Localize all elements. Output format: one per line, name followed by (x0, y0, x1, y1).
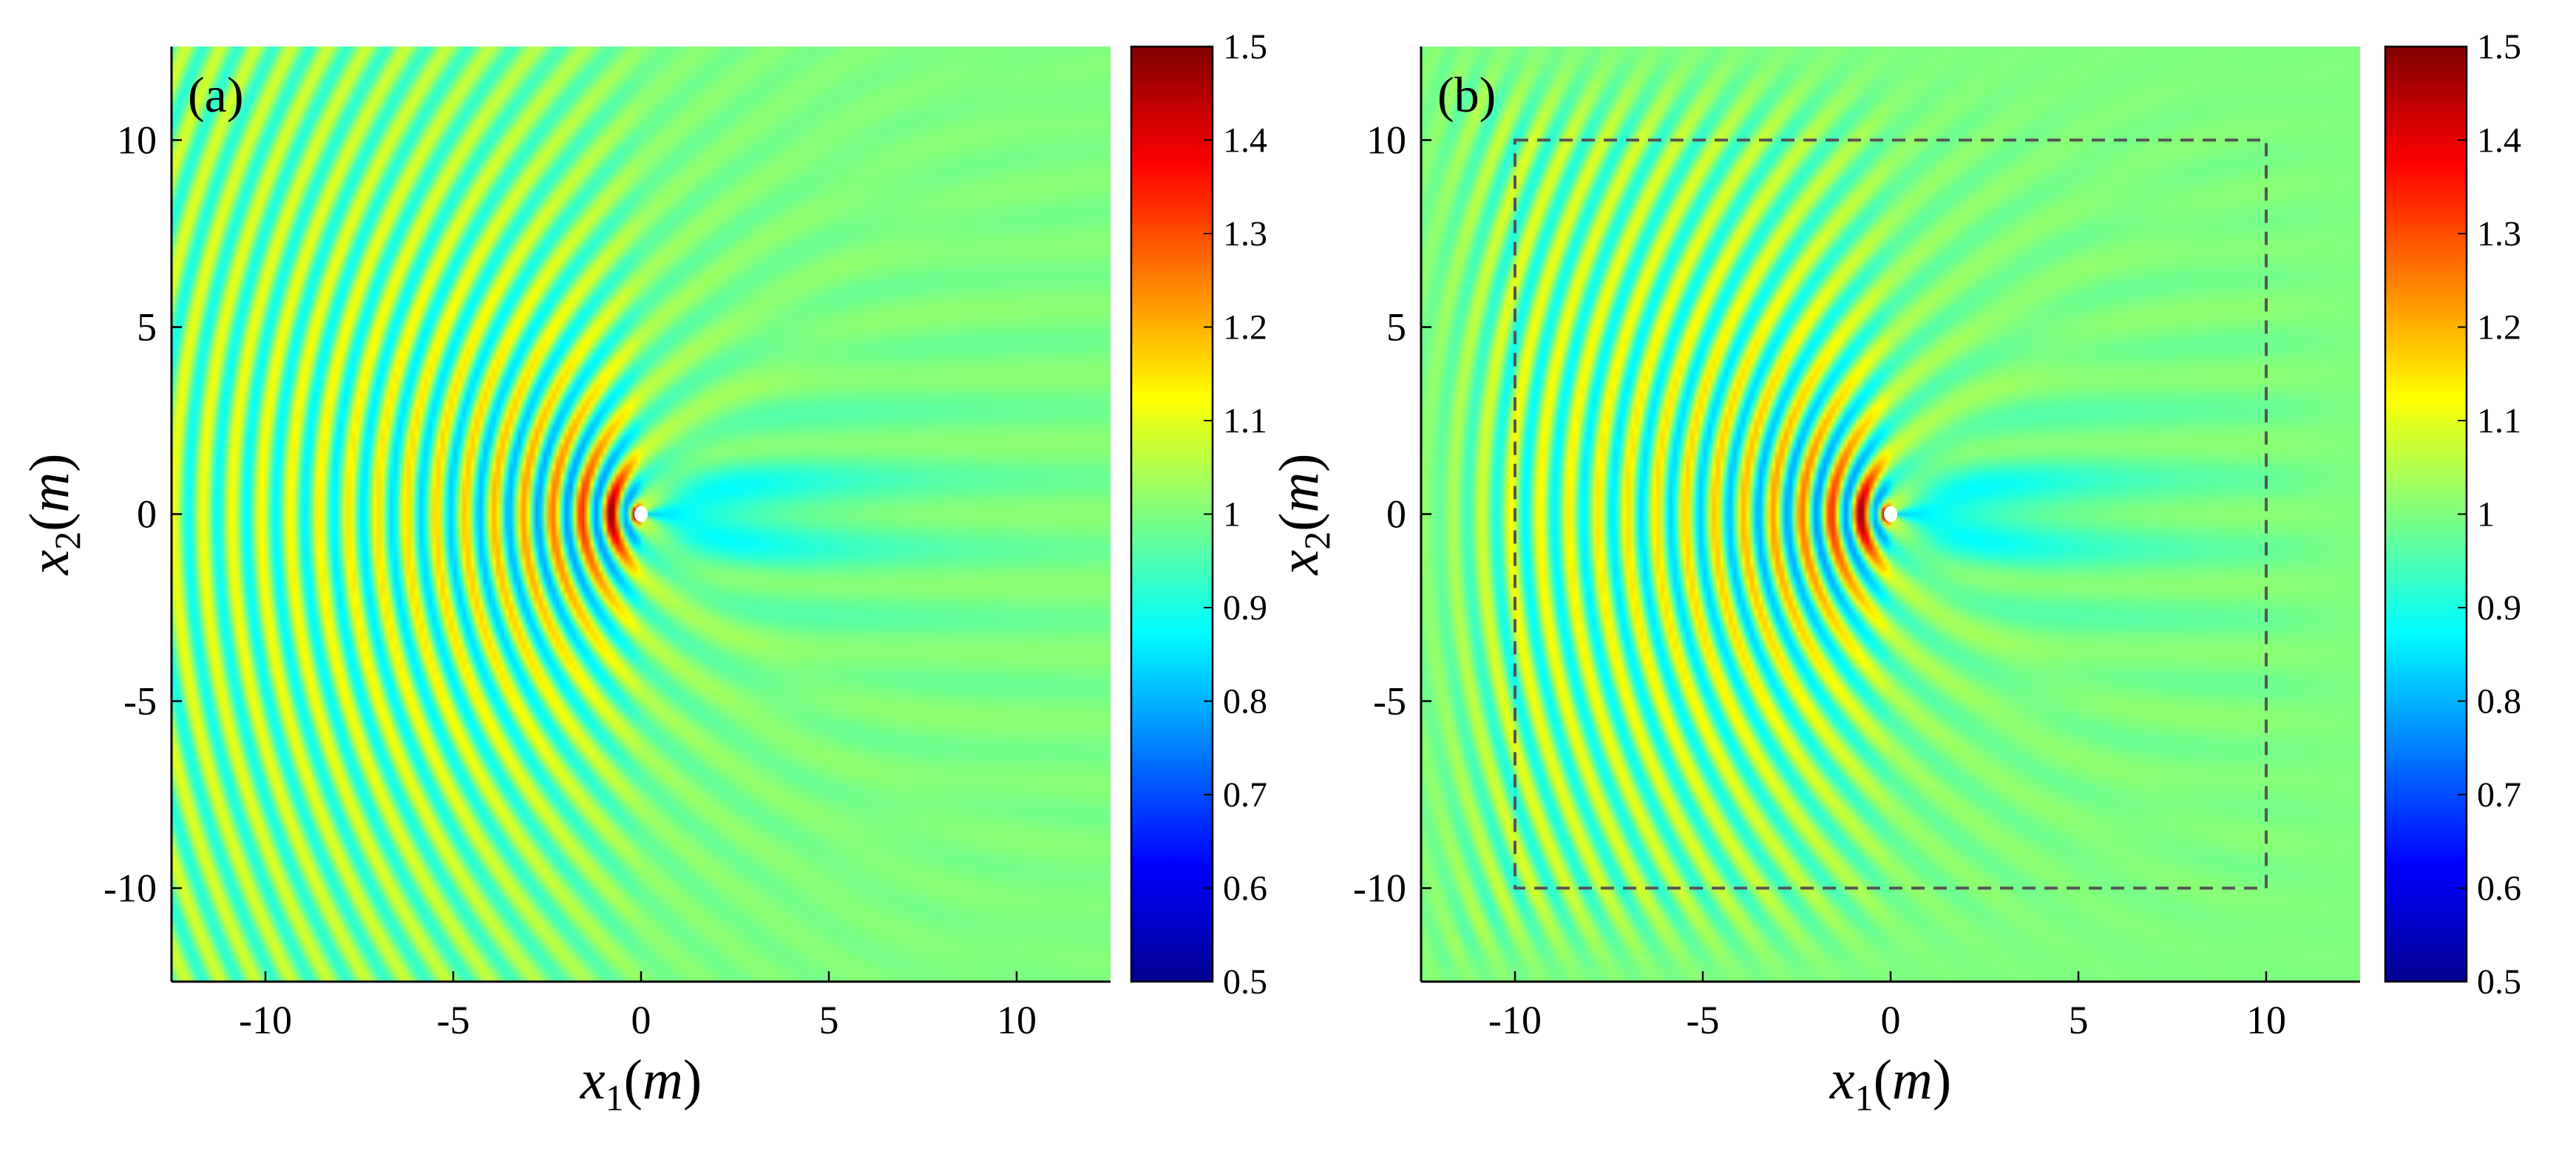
y-axis-label: x2(m) (18, 453, 88, 575)
x-tick-label: 5 (819, 998, 839, 1042)
x-tick-label: -10 (239, 998, 292, 1042)
x-tick-label: 10 (997, 998, 1037, 1042)
colorbar-tick-label: 1.2 (1223, 308, 1267, 347)
obstacle-marker (634, 506, 648, 523)
panel-label: (b) (1437, 67, 1496, 123)
colorbar-tick-label: 0.8 (2477, 682, 2521, 721)
colorbar-tick-label: 1.4 (1223, 121, 1267, 160)
y-tick-label: -10 (1353, 866, 1406, 911)
x-tick-label: -5 (437, 998, 470, 1042)
colorbar-tick-label: 1.3 (1223, 214, 1267, 254)
colorbar-tick-label: 1 (1223, 495, 1241, 534)
panel-label: (a) (188, 67, 243, 123)
colorbar-tick-label: 0.6 (2477, 869, 2521, 908)
y-tick-label: 5 (1386, 305, 1406, 350)
colorbar-tick-label: 1.4 (2477, 121, 2521, 160)
colorbar (2384, 45, 2468, 983)
x-tick-label: 0 (631, 998, 651, 1042)
x-tick-label: 0 (1881, 998, 1901, 1042)
x-tick-label: 5 (2069, 998, 2089, 1042)
y-tick-label: -5 (123, 679, 157, 724)
x-tick-label: 10 (2246, 998, 2286, 1042)
colorbar-tick-label: 1.3 (2477, 214, 2521, 254)
y-tick-label: 5 (137, 305, 157, 350)
y-tick-label: 10 (117, 118, 157, 163)
colorbar-tick-label: 0.5 (2477, 962, 2521, 1002)
x-tick-label: -10 (1488, 998, 1542, 1042)
colorbar-tick-label: 0.9 (2477, 588, 2521, 628)
colorbar-tick-label: 0.9 (1223, 588, 1267, 628)
colorbar-tick-label: 1.5 (1223, 27, 1267, 67)
y-tick-label: 0 (1386, 492, 1406, 537)
colorbar (1130, 45, 1214, 983)
y-axis-label: x2(m) (1268, 453, 1338, 575)
colorbar-tick-label: 0.6 (1223, 869, 1267, 908)
dashed-box (1514, 138, 2268, 890)
y-tick-label: -5 (1373, 679, 1406, 724)
panel-b: -10 -5 0 5 10 10 5 0 -5 -10 x1(m) x2(m) (b) 1.5 1.4 1.3… (1268, 27, 2521, 1118)
colorbar-tick-label: 0.7 (1223, 775, 1267, 815)
colorbar-tick-label: 0.5 (1223, 962, 1267, 1002)
panel-a: -10 -5 0 5 10 10 5 0 -5 -10 x1(m) x2(m) (a) 1.5 1.4 1.3… (18, 27, 1267, 1118)
colorbar-tick-label: 1.1 (2477, 401, 2521, 441)
y-tick-label: -10 (104, 866, 157, 911)
colorbar-tick-label: 1.2 (2477, 308, 2521, 347)
x-tick-label: -5 (1687, 998, 1720, 1042)
colorbar-tick-label: 1.1 (1223, 401, 1267, 441)
colorbar-tick-label: 1 (2477, 495, 2495, 534)
colorbar-tick-label: 0.8 (1223, 682, 1267, 721)
obstacle-marker (1884, 506, 1897, 523)
colorbar-tick-label: 1.5 (2477, 27, 2521, 67)
y-tick-label: 10 (1366, 118, 1406, 163)
x-axis-label: x1(m) (1829, 1049, 1951, 1118)
y-tick-label: 0 (137, 492, 157, 537)
colorbar-tick-label: 0.7 (2477, 775, 2521, 815)
x-axis-label: x1(m) (580, 1049, 702, 1118)
